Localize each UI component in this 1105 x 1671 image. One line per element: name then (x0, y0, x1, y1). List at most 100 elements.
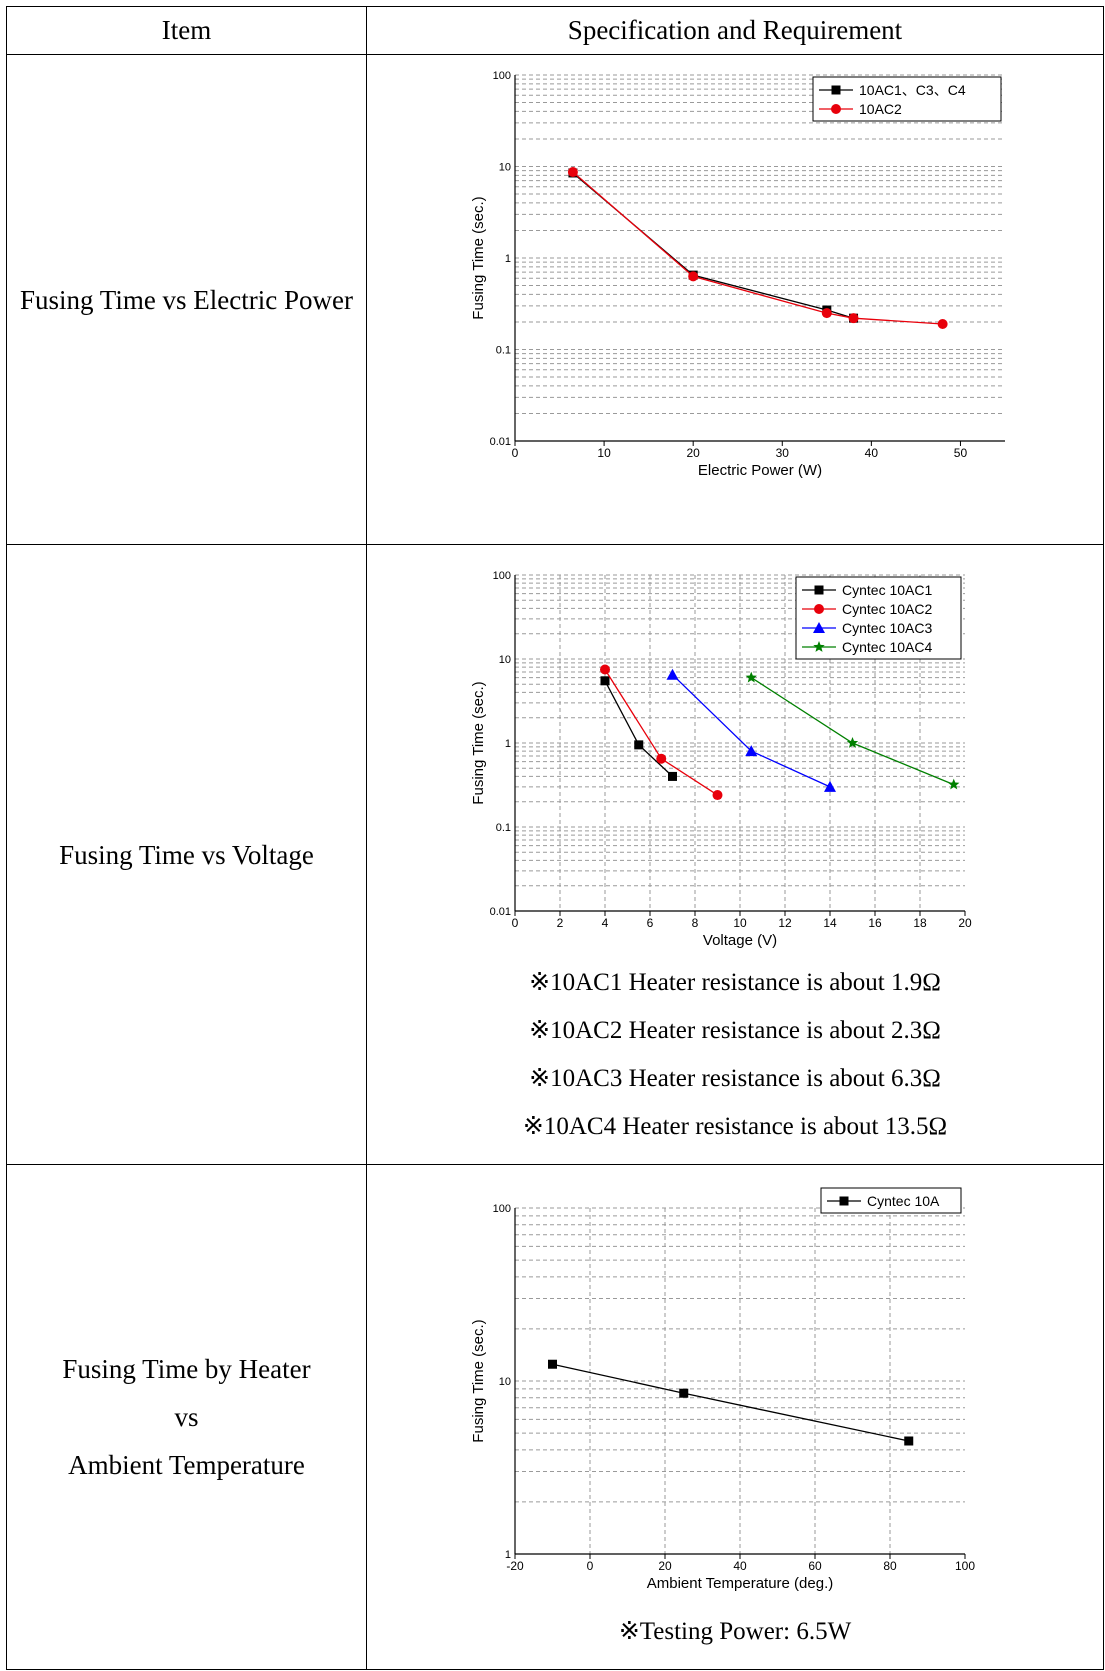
y-tick-label: 0.01 (490, 906, 511, 918)
y-tick-label: 10 (499, 161, 511, 173)
x-tick-label: -20 (506, 1559, 524, 1573)
x-tick-label: 16 (868, 916, 882, 930)
x-tick-label: 100 (955, 1559, 975, 1573)
y-tick-label: 100 (493, 70, 511, 82)
x-tick-label: 30 (776, 446, 790, 460)
y-tick-label: 100 (493, 570, 511, 582)
x-tick-label: 0 (587, 1559, 594, 1573)
x-tick-label: 80 (883, 1559, 897, 1573)
data-point (634, 739, 644, 749)
spec-cell: 0 10 20 30 40 50 0.01 0.1 1 10 100 Electric Power (… (366, 54, 1104, 545)
y-tick-label: 100 (493, 1203, 511, 1215)
x-tick-label: 0 (512, 446, 519, 460)
data-point (712, 789, 723, 800)
data-point (666, 668, 679, 680)
x-tick-label: 40 (733, 1559, 747, 1573)
x-tick-label: 50 (954, 446, 968, 460)
x-tick-label: 8 (692, 916, 699, 930)
x-axis-label: Voltage (V) (703, 932, 777, 949)
y-axis-label: Fusing Time (sec.) (470, 1319, 487, 1442)
item-cell: Fusing Time by Heater vs Ambient Tempera… (6, 1164, 367, 1670)
resistance-note: ※10AC4 Heater resistance is about 13.5Ω (522, 1112, 948, 1140)
x-axis-label: Ambient Temperature (deg.) (647, 1575, 833, 1592)
x-tick-label: 2 (557, 916, 564, 930)
table-row: Fusing Time vs Voltage 0 2 4 6 8 10 12 14 16 18 20… (6, 544, 1104, 1165)
legend-marker (813, 621, 825, 633)
table-row: Fusing Time by Heater vs Ambient Tempera… (6, 1164, 1104, 1670)
legend-label: Cyntec 10AC3 (842, 620, 932, 636)
data-point (937, 318, 948, 329)
data-point (548, 1359, 557, 1369)
legend-marker (814, 603, 824, 614)
spec-table: Item Specification and Requirement Fusin… (6, 6, 1104, 1670)
y-tick-label: 1 (505, 253, 511, 265)
data-point (668, 771, 677, 781)
y-axis-label: Fusing Time (sec.) (470, 196, 487, 319)
item-label: Fusing Time by Heater (62, 1354, 311, 1384)
legend-label: Cyntec 10A (867, 1193, 940, 1209)
y-tick-label: 0.1 (496, 344, 511, 356)
x-axis-label: Electric Power (W) (698, 462, 822, 479)
data-point (656, 753, 667, 764)
resistance-note: ※10AC3 Heater resistance is about 6.3Ω (529, 1064, 941, 1092)
x-tick-label: 0 (512, 916, 519, 930)
legend-marker (839, 1196, 849, 1206)
item-cell: Fusing Time vs Electric Power (6, 54, 367, 545)
header-row: Item Specification and Requirement (6, 6, 1104, 55)
data-point (948, 778, 960, 789)
spec-cell: 0 2 4 6 8 10 12 14 16 18 20 0.01 0.1 1 10 100 Voltage (V… (366, 544, 1104, 1165)
legend-label: Cyntec 10AC1 (842, 582, 932, 598)
item-label: Fusing Time vs Voltage (59, 839, 314, 870)
header-spec: Specification and Requirement (366, 6, 1104, 55)
y-tick-label: 1 (505, 1549, 511, 1561)
item-label: Fusing Time vs Electric Power (19, 284, 353, 315)
resistance-note: ※10AC2 Heater resistance is about 2.3Ω (529, 1016, 941, 1044)
legend-marker (814, 585, 824, 594)
x-tick-label: 60 (808, 1559, 822, 1573)
item-label: vs (174, 1402, 199, 1432)
y-tick-label: 1 (505, 738, 511, 750)
y-tick-label: 10 (499, 1376, 511, 1388)
data-point (679, 1388, 689, 1398)
x-tick-label: 12 (778, 916, 792, 930)
legend-label: 10AC1、C3、C4 (859, 82, 966, 98)
data-point (904, 1436, 914, 1446)
series-line (572, 171, 943, 325)
series-line (672, 673, 831, 787)
legend-marker (831, 103, 841, 114)
item-cell: Fusing Time vs Voltage (6, 544, 367, 1165)
data-point (846, 736, 859, 748)
data-point (745, 671, 757, 682)
data-point (821, 307, 832, 318)
data-point (688, 270, 699, 281)
power-chart: 0 10 20 30 40 50 0.01 0.1 1 10 100 Electric Power (… (470, 70, 1005, 479)
legend-label: Cyntec 10AC2 (842, 601, 932, 617)
data-point (600, 663, 610, 674)
data-point (600, 675, 610, 685)
spec-cell: -20 0 20 40 60 80 100 1 10 100 Ambient Temperature… (366, 1164, 1104, 1670)
table-row: Fusing Time vs Electric Power 0 10 20 30 40 5… (6, 54, 1104, 545)
resistance-note: ※10AC1 Heater resistance is about 1.9Ω (529, 968, 941, 996)
header-item: Item (6, 6, 367, 55)
voltage-chart: 0 2 4 6 8 10 12 14 16 18 20 0.01 0.1 1 10 100 Voltage (V… (470, 570, 972, 949)
legend-label: Cyntec 10AC4 (842, 639, 932, 655)
legend-marker (813, 640, 825, 652)
y-tick-label: 0.1 (496, 822, 511, 834)
series-line (552, 1363, 909, 1442)
legend-box (812, 76, 1002, 121)
temperature-chart: -20 0 20 40 60 80 100 1 10 100 Ambient Temperature… (470, 1187, 975, 1592)
data-point (745, 744, 758, 756)
x-tick-label: 14 (823, 916, 837, 930)
y-axis-label: Fusing Time (sec.) (470, 681, 487, 804)
testing-power-note: ※Testing Power: 6.5W (618, 1618, 852, 1645)
x-tick-label: 10 (597, 446, 611, 460)
y-tick-label: 10 (499, 654, 511, 666)
series-line (572, 172, 854, 319)
x-tick-label: 20 (958, 916, 972, 930)
data-point (567, 166, 578, 177)
x-tick-label: 4 (602, 916, 609, 930)
x-tick-label: 18 (913, 916, 927, 930)
x-tick-label: 20 (687, 446, 701, 460)
item-label: Ambient Temperature (68, 1450, 305, 1480)
legend-label: 10AC2 (859, 101, 902, 117)
